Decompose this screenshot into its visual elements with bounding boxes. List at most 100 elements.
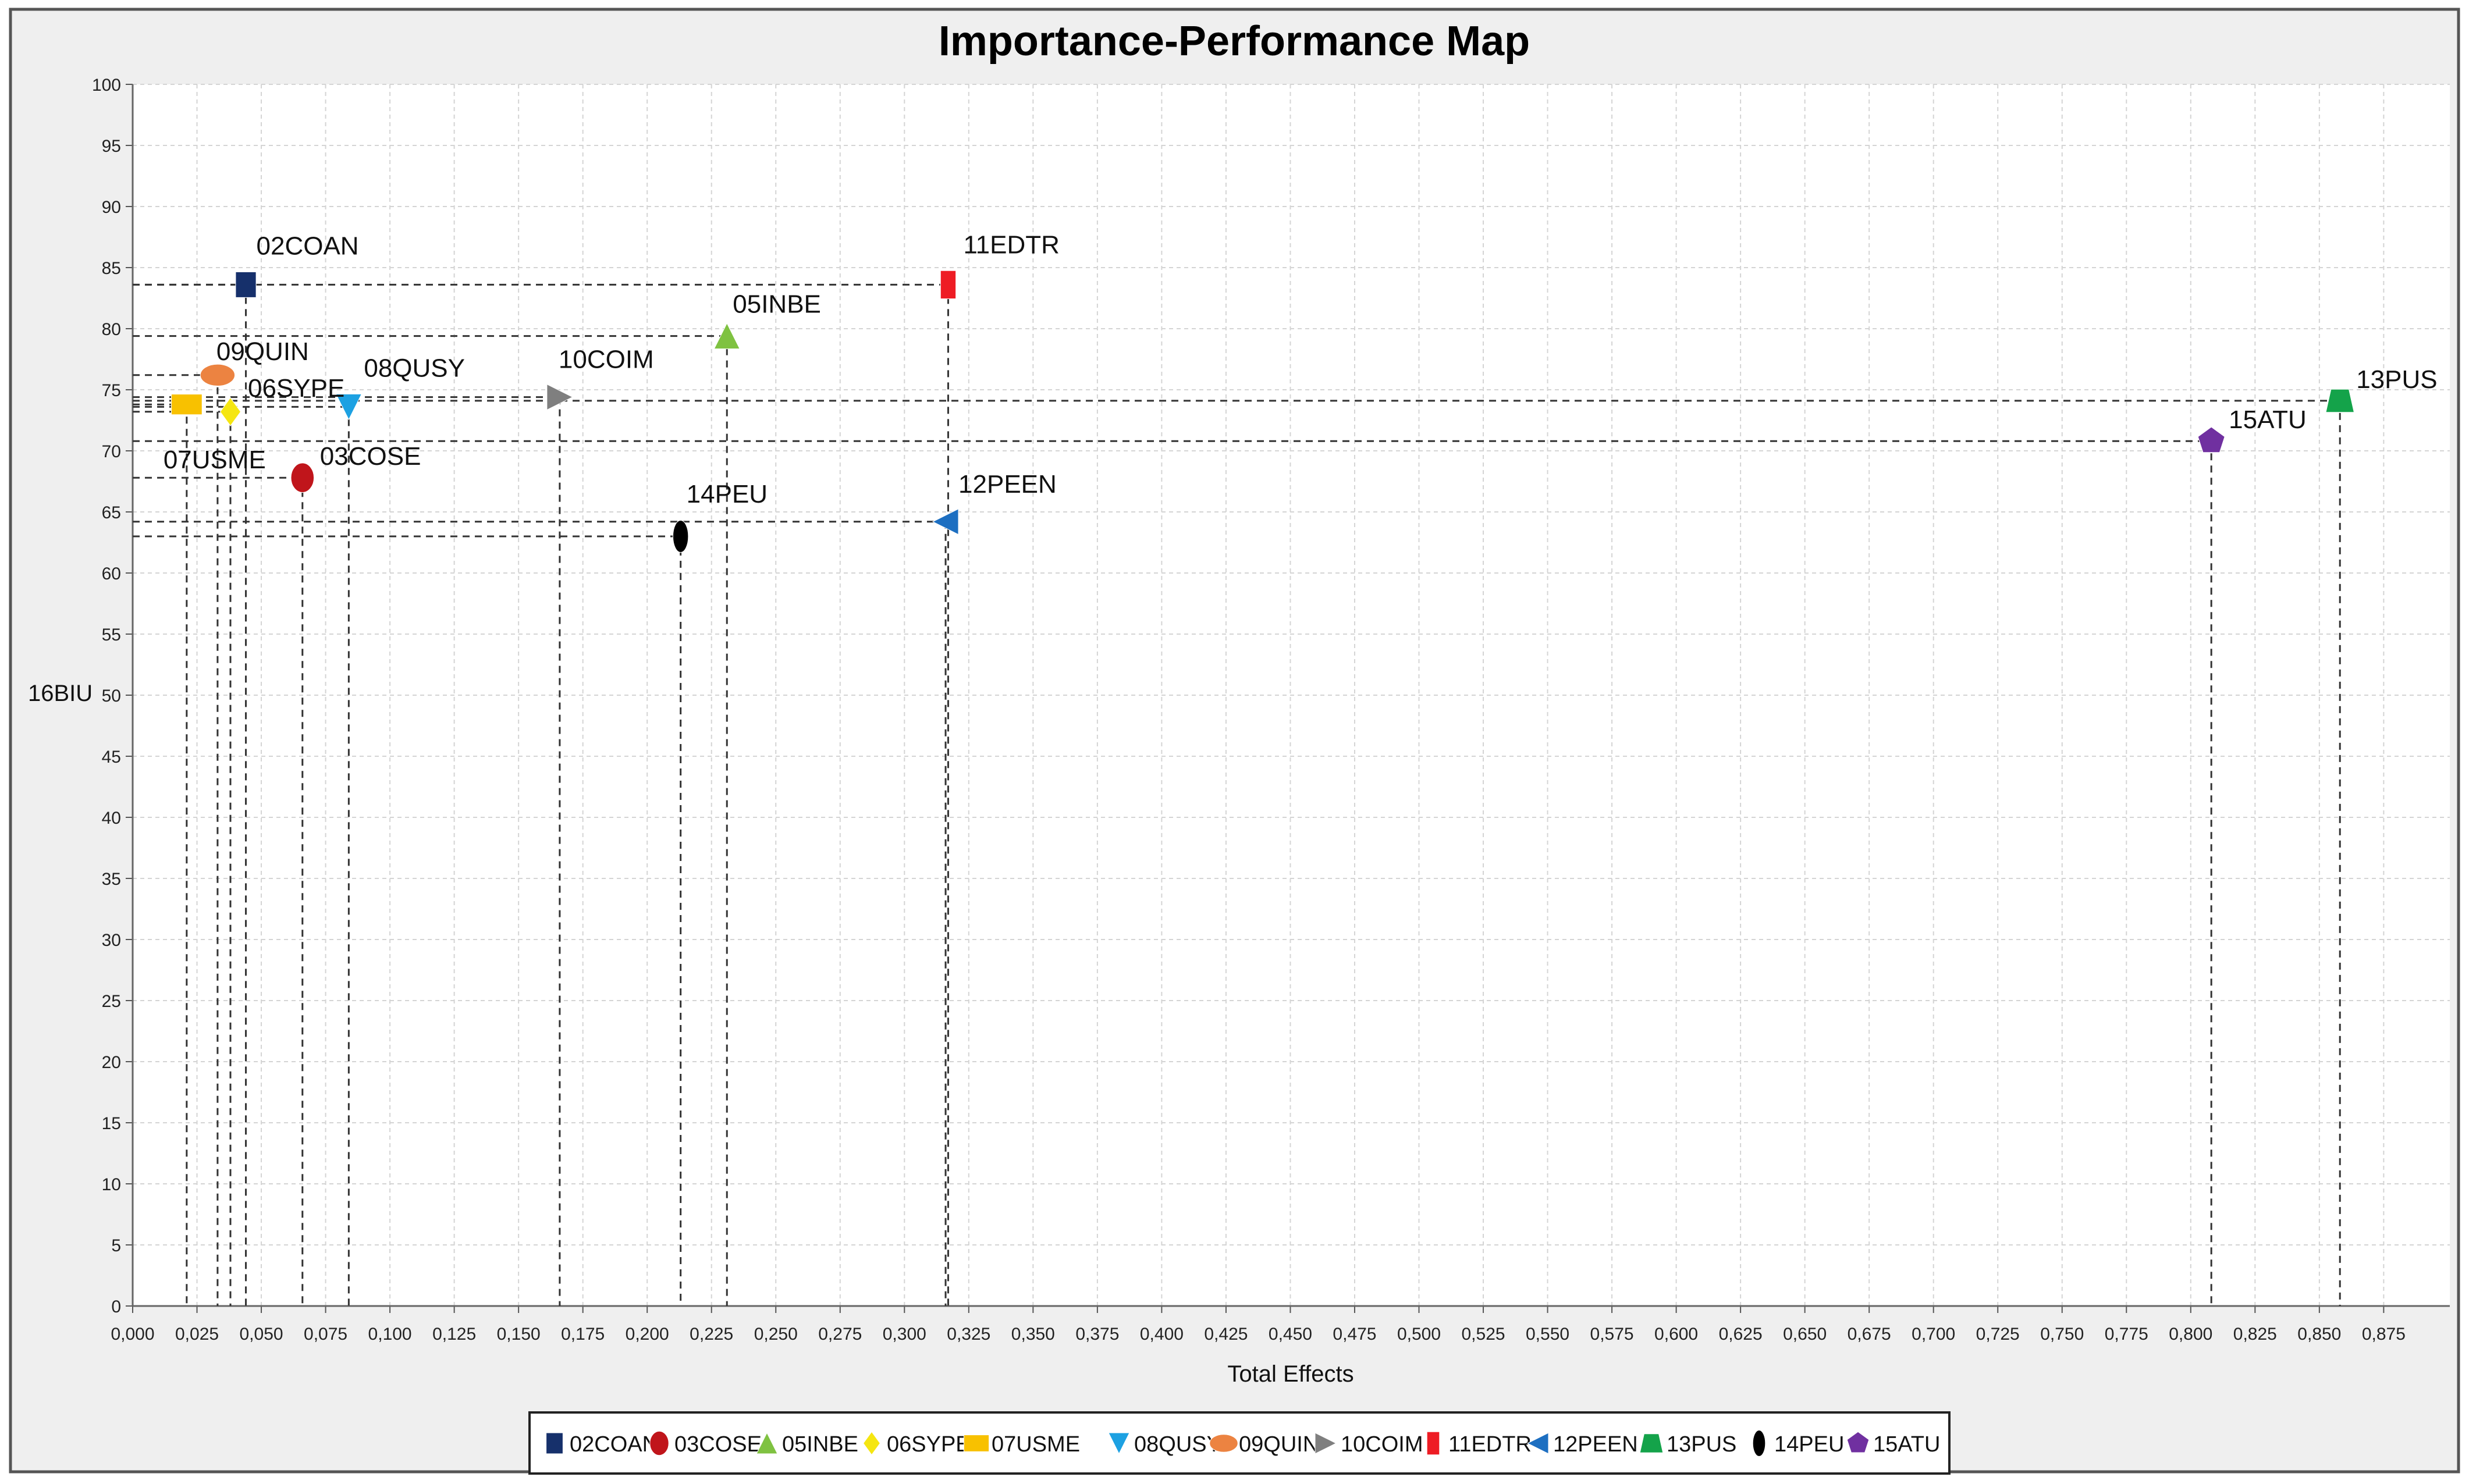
data-point-marker — [170, 394, 203, 415]
legend-label: 15ATU — [1873, 1432, 1940, 1457]
data-point-marker — [235, 271, 257, 298]
legend-marker — [862, 1431, 881, 1455]
x-tick-label: 0,125 — [432, 1325, 476, 1344]
x-tick-label: 0,875 — [2362, 1325, 2406, 1344]
data-point-marker — [200, 364, 236, 386]
legend-label: 12PEEN — [1553, 1432, 1638, 1457]
data-point-label: 09QUIN — [216, 337, 309, 366]
data-point-label: 03COSE — [320, 442, 421, 471]
x-tick-label: 0,150 — [497, 1325, 541, 1344]
x-tick-label: 0,525 — [1461, 1325, 1505, 1344]
y-tick-label: 100 — [92, 76, 121, 95]
chart-title: Importance-Performance Map — [939, 18, 1530, 65]
data-point-marker — [219, 397, 241, 426]
y-tick-label: 60 — [102, 564, 121, 583]
legend-label: 09QUIN — [1239, 1432, 1319, 1457]
x-tick-label: 0,050 — [240, 1325, 283, 1344]
legend-marker — [1108, 1432, 1130, 1455]
x-tick-label: 0,275 — [818, 1325, 862, 1344]
data-point-label: 02COAN — [257, 232, 359, 260]
data-point-marker — [2325, 389, 2355, 413]
x-tick-label: 0,675 — [1848, 1325, 1891, 1344]
legend-label: 07USME — [992, 1432, 1080, 1457]
legend-marker — [1752, 1430, 1766, 1457]
x-tick-label: 0,575 — [1590, 1325, 1634, 1344]
data-point-label: 11EDTR — [963, 230, 1059, 259]
legend-label: 03COSE — [674, 1432, 762, 1457]
legend-marker — [1315, 1432, 1337, 1454]
data-point-label: 15ATU — [2229, 405, 2307, 434]
x-tick-label: 0,775 — [2105, 1325, 2148, 1344]
y-tick-label: 50 — [102, 686, 121, 706]
legend-label: 11EDTR — [1448, 1432, 1532, 1457]
x-axis-title: Total Effects — [1227, 1361, 1353, 1387]
y-tick-label: 15 — [102, 1114, 121, 1133]
y-tick-label: 10 — [102, 1175, 121, 1194]
x-tick-label: 0,800 — [2169, 1325, 2212, 1344]
data-point-label: 14PEU — [687, 480, 768, 508]
x-tick-label: 0,325 — [947, 1325, 990, 1344]
legend-marker — [1526, 1432, 1549, 1454]
x-tick-label: 0,425 — [1204, 1325, 1248, 1344]
y-tick-label: 30 — [102, 931, 121, 950]
data-point-marker — [546, 383, 574, 411]
x-tick-label: 0,350 — [1011, 1325, 1055, 1344]
y-tick-label: 80 — [102, 320, 121, 339]
data-point-label: 10COIM — [559, 346, 654, 374]
y-tick-label: 25 — [102, 992, 121, 1011]
x-tick-label: 0,700 — [1912, 1325, 1955, 1344]
data-point-label: 06SYPE — [248, 374, 344, 403]
legend-label: 06SYPE — [887, 1432, 971, 1457]
y-tick-label: 20 — [102, 1053, 121, 1072]
legend-label: 05INBE — [782, 1432, 858, 1457]
legend-marker — [756, 1432, 778, 1454]
guide-line-layer — [133, 283, 2341, 1306]
marker-layer — [170, 270, 2355, 553]
x-tick-label: 0,550 — [1526, 1325, 1569, 1344]
x-tick-label: 0,025 — [175, 1325, 219, 1344]
legend-marker — [1846, 1431, 1870, 1453]
x-tick-label: 0,725 — [1976, 1325, 2020, 1344]
x-tick-label: 0,625 — [1719, 1325, 1763, 1344]
x-tick-label: 0,850 — [2297, 1325, 2341, 1344]
legend-marker — [649, 1430, 669, 1456]
x-tick-label: 0,300 — [883, 1325, 926, 1344]
x-tick-label: 0,175 — [561, 1325, 605, 1344]
data-point-marker — [932, 508, 959, 535]
y-tick-label: 95 — [102, 137, 121, 156]
legend-label: 02COAN — [570, 1432, 658, 1457]
legend-label: 08QUSY — [1134, 1432, 1221, 1457]
y-tick-label: 70 — [102, 442, 121, 461]
y-tick-label: 5 — [111, 1236, 121, 1255]
x-tick-label: 0,000 — [111, 1325, 154, 1344]
data-point-label: 12PEEN — [958, 470, 1057, 499]
legend-marker — [1639, 1433, 1664, 1453]
x-tick-label: 0,450 — [1269, 1325, 1312, 1344]
y-tick-label: 65 — [102, 503, 121, 522]
y-tick-label: 35 — [102, 870, 121, 889]
x-tick-label: 0,475 — [1333, 1325, 1376, 1344]
data-point-marker — [940, 270, 957, 300]
y-tick-label: 90 — [102, 198, 121, 217]
legend-marker — [1209, 1434, 1238, 1453]
y-tick-label: 40 — [102, 809, 121, 828]
x-tick-label: 0,200 — [626, 1325, 669, 1344]
data-point-label: 13PUS — [2356, 365, 2437, 394]
legend-label: 14PEU — [1774, 1432, 1844, 1457]
legend: 02COAN 03COSE 05INBE 06SYPE 07USME 08QUSY 09QU… — [528, 1411, 1951, 1475]
y-axis-title: 16BIU — [28, 681, 93, 706]
point-label-layer: 02COAN 03COSE 05INBE 06SYPE 07USME 08QUSY 09QU… — [164, 230, 2438, 508]
data-point-label: 07USME — [164, 446, 266, 474]
x-tick-label: 0,225 — [690, 1325, 733, 1344]
x-tick-label: 0,750 — [2040, 1325, 2084, 1344]
y-tick-label: 85 — [102, 259, 121, 278]
y-tick-label: 55 — [102, 625, 121, 645]
data-point-marker — [290, 462, 315, 493]
x-tick-label: 0,400 — [1140, 1325, 1184, 1344]
y-tick-label: 45 — [102, 748, 121, 767]
legend-label: 10COIM — [1341, 1432, 1423, 1457]
legend-label: 13PUS — [1667, 1432, 1736, 1457]
y-tick-label: 0 — [111, 1297, 121, 1316]
